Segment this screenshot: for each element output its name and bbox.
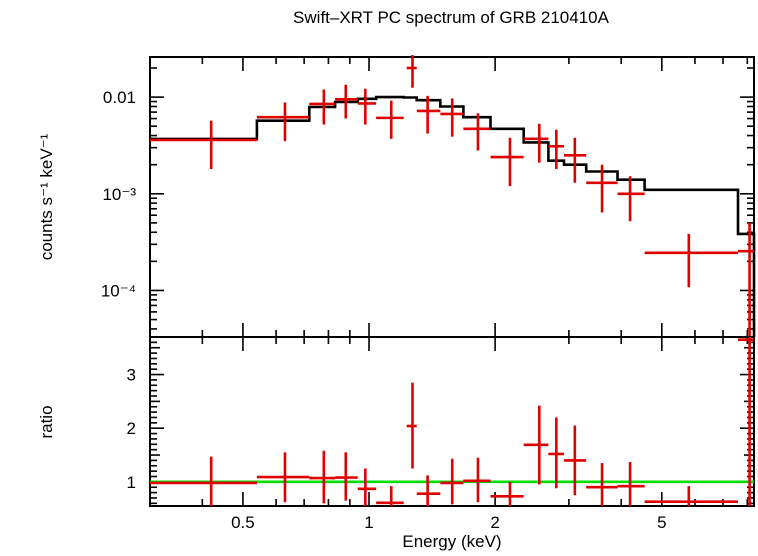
data-point xyxy=(617,176,645,222)
data-point xyxy=(617,462,645,506)
ratio-y-tick-label: 2 xyxy=(127,419,136,438)
chart-title: Swift–XRT PC spectrum of GRB 210410A xyxy=(293,8,610,27)
ratio-data-points xyxy=(150,337,754,506)
data-point xyxy=(376,100,404,139)
x-tick-label: 0.5 xyxy=(231,513,255,532)
data-point xyxy=(256,452,310,503)
data-point xyxy=(563,425,587,496)
x-tick-label: 5 xyxy=(657,513,666,532)
data-point xyxy=(523,405,549,485)
data-point xyxy=(376,486,404,506)
ratio-y-tick-label: 3 xyxy=(127,366,136,385)
data-point xyxy=(644,233,738,288)
ratio-ylabel: ratio xyxy=(37,405,56,438)
data-point xyxy=(490,137,524,187)
data-point xyxy=(416,475,441,506)
data-point xyxy=(357,468,377,506)
data-point xyxy=(563,137,587,183)
data-point xyxy=(548,417,564,489)
x-axis-title: Energy (keV) xyxy=(402,532,501,551)
spectrum-y-tick-label: 10⁻⁴ xyxy=(101,281,136,300)
data-point xyxy=(586,164,618,213)
spectrum-data-points xyxy=(150,55,754,337)
data-point xyxy=(309,450,336,504)
data-point xyxy=(737,337,754,506)
x-tick-label: 2 xyxy=(490,513,499,532)
data-point xyxy=(256,102,310,142)
data-point xyxy=(150,456,257,506)
spectrum-panel: counts s⁻¹ keV⁻¹ 0.01 10⁻³ 10⁻⁴ xyxy=(37,55,756,338)
data-point xyxy=(406,382,417,469)
data-point xyxy=(335,452,358,501)
data-point xyxy=(737,222,754,337)
data-point xyxy=(150,120,257,170)
data-point xyxy=(406,55,417,88)
data-point xyxy=(440,98,464,137)
ratio-panel-frame xyxy=(149,336,755,507)
data-point xyxy=(357,88,377,125)
ratio-panel: ratio 1 2 3 xyxy=(37,336,755,507)
data-point xyxy=(490,481,524,506)
data-point xyxy=(548,129,564,170)
data-point xyxy=(440,458,464,505)
data-point xyxy=(309,89,336,125)
spectrum-y-tick-label: 10⁻³ xyxy=(102,185,136,204)
data-point xyxy=(644,486,738,506)
data-point xyxy=(463,457,491,503)
x-tick-labels: 0.5 1 2 5 xyxy=(231,513,666,532)
data-point xyxy=(463,113,491,151)
data-point xyxy=(335,84,358,119)
data-point xyxy=(586,463,618,506)
ratio-y-tick-label: 1 xyxy=(127,473,136,492)
spectrum-y-tick-label: 0.01 xyxy=(103,88,136,107)
x-tick-label: 1 xyxy=(364,513,373,532)
data-point xyxy=(523,123,549,163)
spectrum-ylabel: counts s⁻¹ keV⁻¹ xyxy=(37,133,56,260)
data-point xyxy=(416,95,441,134)
